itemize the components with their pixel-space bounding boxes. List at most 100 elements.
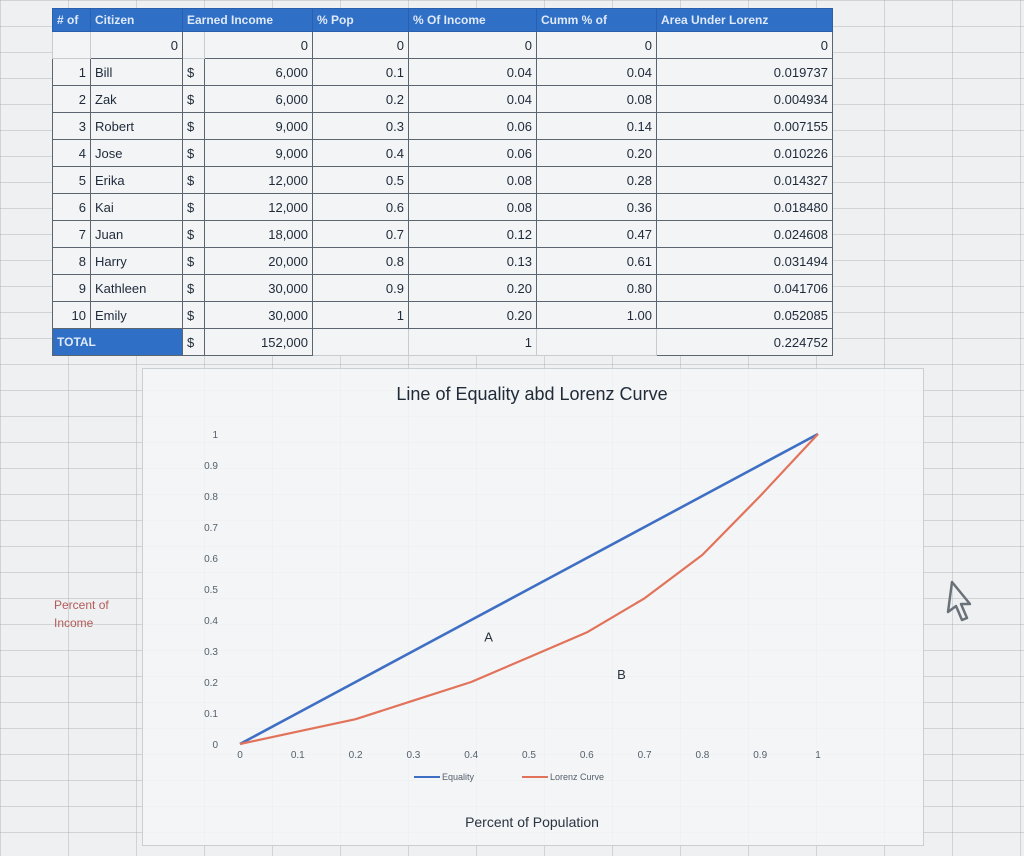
pop-cell[interactable]: 0.3 bbox=[312, 112, 409, 140]
income-cell[interactable]: 18,000 bbox=[204, 220, 313, 248]
header-num[interactable]: # of bbox=[52, 8, 91, 32]
citizen-cell[interactable]: Juan bbox=[90, 220, 183, 248]
cumm-cell[interactable]: 0.14 bbox=[536, 112, 657, 140]
pct-income-cell[interactable]: 0.06 bbox=[408, 139, 537, 167]
area-cell[interactable]: 0.018480 bbox=[656, 193, 833, 221]
row-number-cell[interactable]: 1 bbox=[52, 58, 91, 86]
income-cell[interactable]: 12,000 bbox=[204, 193, 313, 221]
cell[interactable]: 0 bbox=[204, 31, 313, 59]
row-number-cell[interactable]: 9 bbox=[52, 274, 91, 302]
header-citizen[interactable]: Citizen bbox=[90, 8, 183, 32]
cell[interactable]: 0 bbox=[408, 31, 537, 59]
dollar-cell[interactable]: $ bbox=[182, 193, 205, 221]
citizen-cell[interactable]: Robert bbox=[90, 112, 183, 140]
header-pct-income[interactable]: % Of Income bbox=[408, 8, 537, 32]
cumm-cell[interactable]: 0.47 bbox=[536, 220, 657, 248]
header-area[interactable]: Area Under Lorenz bbox=[656, 8, 833, 32]
citizen-cell[interactable]: Kai bbox=[90, 193, 183, 221]
pct-income-cell[interactable]: 0.06 bbox=[408, 112, 537, 140]
cell[interactable]: 0 bbox=[90, 31, 183, 59]
pop-cell[interactable]: 0.5 bbox=[312, 166, 409, 194]
pct-income-cell[interactable]: 0.20 bbox=[408, 301, 537, 329]
pop-cell[interactable]: 0.8 bbox=[312, 247, 409, 275]
pct-income-cell[interactable]: 0.08 bbox=[408, 166, 537, 194]
cell[interactable]: 0 bbox=[656, 31, 833, 59]
area-cell[interactable]: 0.052085 bbox=[656, 301, 833, 329]
pop-cell[interactable]: 0.7 bbox=[312, 220, 409, 248]
pop-cell[interactable]: 0.4 bbox=[312, 139, 409, 167]
total-dollar-cell[interactable]: $ bbox=[182, 328, 205, 356]
pct-income-cell[interactable]: 0.20 bbox=[408, 274, 537, 302]
citizen-cell[interactable]: Zak bbox=[90, 85, 183, 113]
pop-cell[interactable]: 1 bbox=[312, 301, 409, 329]
header-cumm[interactable]: Cumm % of bbox=[536, 8, 657, 32]
dollar-cell[interactable]: $ bbox=[182, 220, 205, 248]
dollar-cell[interactable]: $ bbox=[182, 274, 205, 302]
area-cell[interactable]: 0.041706 bbox=[656, 274, 833, 302]
pop-cell[interactable]: 0.6 bbox=[312, 193, 409, 221]
dollar-cell[interactable]: $ bbox=[182, 247, 205, 275]
header-pct-pop[interactable]: % Pop bbox=[312, 8, 409, 32]
income-cell[interactable]: 9,000 bbox=[204, 112, 313, 140]
pop-cell[interactable]: 0.9 bbox=[312, 274, 409, 302]
income-cell[interactable]: 12,000 bbox=[204, 166, 313, 194]
citizen-cell[interactable]: Erika bbox=[90, 166, 183, 194]
income-cell[interactable]: 30,000 bbox=[204, 274, 313, 302]
area-cell[interactable]: 0.014327 bbox=[656, 166, 833, 194]
cell[interactable]: 0 bbox=[312, 31, 409, 59]
income-cell[interactable]: 30,000 bbox=[204, 301, 313, 329]
pct-income-cell[interactable]: 0.12 bbox=[408, 220, 537, 248]
row-number-cell[interactable]: 10 bbox=[52, 301, 91, 329]
cumm-cell[interactable]: 1.00 bbox=[536, 301, 657, 329]
dollar-cell[interactable]: $ bbox=[182, 112, 205, 140]
citizen-cell[interactable]: Kathleen bbox=[90, 274, 183, 302]
total-pct-income-cell[interactable]: 1 bbox=[408, 328, 537, 356]
dollar-cell[interactable]: $ bbox=[182, 166, 205, 194]
pct-income-cell[interactable]: 0.04 bbox=[408, 85, 537, 113]
area-cell[interactable]: 0.004934 bbox=[656, 85, 833, 113]
citizen-cell[interactable]: Emily bbox=[90, 301, 183, 329]
empty-cell[interactable] bbox=[536, 328, 657, 356]
income-cell[interactable]: 9,000 bbox=[204, 139, 313, 167]
lorenz-chart[interactable]: Line of Equality abd Lorenz Curve Percen… bbox=[54, 368, 924, 846]
area-cell[interactable]: 0.019737 bbox=[656, 58, 833, 86]
row-number-cell[interactable]: 2 bbox=[52, 85, 91, 113]
row-number-cell[interactable]: 3 bbox=[52, 112, 91, 140]
pct-income-cell[interactable]: 0.13 bbox=[408, 247, 537, 275]
row-number-cell[interactable]: 6 bbox=[52, 193, 91, 221]
row-number-cell[interactable]: 8 bbox=[52, 247, 91, 275]
cumm-cell[interactable]: 0.61 bbox=[536, 247, 657, 275]
cell[interactable]: 0 bbox=[536, 31, 657, 59]
cell[interactable] bbox=[182, 31, 205, 59]
pct-income-cell[interactable]: 0.04 bbox=[408, 58, 537, 86]
area-cell[interactable]: 0.010226 bbox=[656, 139, 833, 167]
cumm-cell[interactable]: 0.80 bbox=[536, 274, 657, 302]
cumm-cell[interactable]: 0.36 bbox=[536, 193, 657, 221]
citizen-cell[interactable]: Harry bbox=[90, 247, 183, 275]
dollar-cell[interactable]: $ bbox=[182, 139, 205, 167]
empty-cell[interactable] bbox=[312, 328, 409, 356]
cumm-cell[interactable]: 0.20 bbox=[536, 139, 657, 167]
cumm-cell[interactable]: 0.04 bbox=[536, 58, 657, 86]
pop-cell[interactable]: 0.2 bbox=[312, 85, 409, 113]
area-cell[interactable]: 0.031494 bbox=[656, 247, 833, 275]
row-number-cell[interactable]: 4 bbox=[52, 139, 91, 167]
total-label[interactable]: TOTAL bbox=[52, 328, 183, 356]
pct-income-cell[interactable]: 0.08 bbox=[408, 193, 537, 221]
area-cell[interactable]: 0.024608 bbox=[656, 220, 833, 248]
dollar-cell[interactable]: $ bbox=[182, 301, 205, 329]
pop-cell[interactable]: 0.1 bbox=[312, 58, 409, 86]
income-cell[interactable]: 20,000 bbox=[204, 247, 313, 275]
total-income-cell[interactable]: 152,000 bbox=[204, 328, 313, 356]
citizen-cell[interactable]: Jose bbox=[90, 139, 183, 167]
cumm-cell[interactable]: 0.28 bbox=[536, 166, 657, 194]
cumm-cell[interactable]: 0.08 bbox=[536, 85, 657, 113]
header-earned-income[interactable]: Earned Income bbox=[182, 8, 313, 32]
citizen-cell[interactable]: Bill bbox=[90, 58, 183, 86]
row-number-cell[interactable]: 5 bbox=[52, 166, 91, 194]
row-number-cell[interactable]: 7 bbox=[52, 220, 91, 248]
income-cell[interactable]: 6,000 bbox=[204, 85, 313, 113]
dollar-cell[interactable]: $ bbox=[182, 58, 205, 86]
income-cell[interactable]: 6,000 bbox=[204, 58, 313, 86]
dollar-cell[interactable]: $ bbox=[182, 85, 205, 113]
